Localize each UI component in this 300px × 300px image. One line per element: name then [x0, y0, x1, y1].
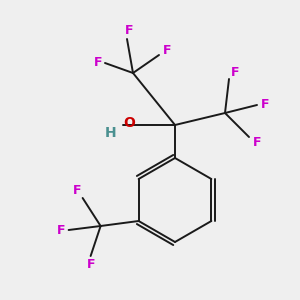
Text: F: F — [86, 257, 95, 271]
Text: F: F — [261, 98, 269, 112]
Text: F: F — [72, 184, 81, 196]
Text: F: F — [125, 25, 133, 38]
Text: H: H — [105, 126, 117, 140]
Text: F: F — [163, 44, 171, 58]
Text: F: F — [231, 67, 239, 80]
Text: F: F — [56, 224, 65, 236]
Text: F: F — [253, 136, 261, 149]
Text: F: F — [94, 56, 102, 70]
Text: O: O — [123, 116, 135, 130]
